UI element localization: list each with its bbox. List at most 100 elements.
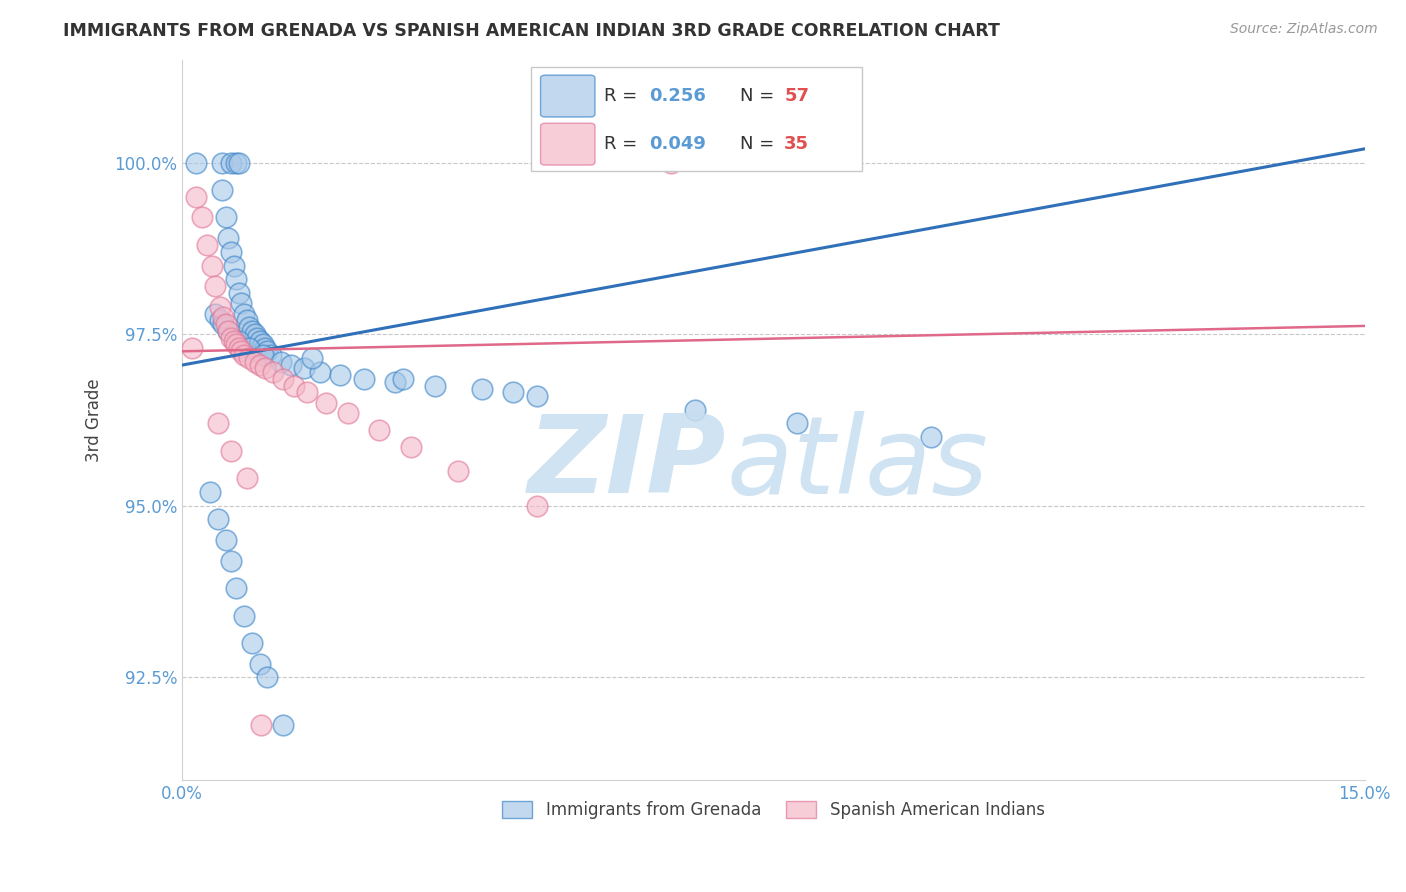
Point bbox=[329, 368, 352, 383]
Point bbox=[238, 320, 260, 334]
Point bbox=[249, 358, 271, 372]
Point bbox=[526, 389, 548, 403]
Point bbox=[256, 344, 278, 359]
Point bbox=[399, 441, 422, 455]
Point bbox=[243, 327, 266, 342]
Point bbox=[392, 372, 415, 386]
Point bbox=[526, 499, 548, 513]
Point bbox=[280, 358, 302, 372]
Point bbox=[384, 375, 406, 389]
Point bbox=[204, 279, 226, 293]
Point bbox=[471, 382, 494, 396]
Point bbox=[423, 378, 446, 392]
Point bbox=[920, 430, 942, 444]
Point bbox=[186, 190, 208, 204]
Y-axis label: 3rd Grade: 3rd Grade bbox=[86, 378, 103, 462]
Point bbox=[214, 533, 236, 547]
Point bbox=[231, 344, 253, 359]
Point bbox=[294, 361, 316, 376]
Point bbox=[212, 317, 235, 331]
Point bbox=[254, 341, 277, 355]
Point bbox=[222, 334, 245, 348]
Point bbox=[447, 465, 470, 479]
Text: N =: N = bbox=[741, 87, 780, 105]
Point bbox=[683, 402, 706, 417]
Point bbox=[659, 155, 682, 169]
Point bbox=[309, 365, 332, 379]
Point bbox=[252, 348, 274, 362]
Point bbox=[353, 372, 375, 386]
Point bbox=[240, 636, 263, 650]
Point bbox=[254, 361, 277, 376]
Point bbox=[198, 485, 221, 500]
Point bbox=[211, 183, 233, 197]
Point bbox=[212, 310, 235, 324]
Text: 57: 57 bbox=[785, 87, 810, 105]
Point bbox=[207, 512, 229, 526]
Text: IMMIGRANTS FROM GRENADA VS SPANISH AMERICAN INDIAN 3RD GRADE CORRELATION CHART: IMMIGRANTS FROM GRENADA VS SPANISH AMERI… bbox=[63, 22, 1000, 40]
Point bbox=[222, 259, 245, 273]
Point bbox=[243, 354, 266, 368]
Text: Source: ZipAtlas.com: Source: ZipAtlas.com bbox=[1230, 22, 1378, 37]
Point bbox=[262, 365, 284, 379]
Point bbox=[228, 341, 250, 355]
Point bbox=[209, 313, 232, 327]
Point bbox=[214, 211, 236, 225]
Text: atlas: atlas bbox=[727, 410, 988, 516]
Point bbox=[219, 554, 242, 568]
Point bbox=[336, 406, 359, 420]
Point bbox=[246, 330, 269, 344]
Point bbox=[180, 341, 202, 355]
Point bbox=[225, 581, 247, 595]
Point bbox=[252, 337, 274, 351]
Point bbox=[232, 608, 254, 623]
Point bbox=[225, 337, 247, 351]
Point bbox=[283, 378, 305, 392]
Point bbox=[236, 471, 259, 485]
Point bbox=[256, 670, 278, 684]
Point bbox=[207, 417, 229, 431]
Point bbox=[502, 385, 524, 400]
Point bbox=[219, 244, 242, 259]
FancyBboxPatch shape bbox=[540, 75, 595, 117]
Point bbox=[238, 341, 260, 355]
Point bbox=[228, 285, 250, 300]
Point bbox=[249, 334, 271, 348]
Point bbox=[214, 317, 236, 331]
Point bbox=[315, 396, 337, 410]
Point bbox=[217, 324, 239, 338]
Point bbox=[228, 155, 250, 169]
Point bbox=[217, 231, 239, 245]
Point bbox=[219, 155, 242, 169]
Text: 35: 35 bbox=[785, 136, 810, 153]
Text: 0.256: 0.256 bbox=[650, 87, 706, 105]
Point bbox=[217, 324, 239, 338]
Point bbox=[186, 155, 208, 169]
Point bbox=[259, 348, 281, 362]
Point bbox=[228, 334, 250, 348]
Point bbox=[295, 385, 318, 400]
Text: N =: N = bbox=[741, 136, 780, 153]
Point bbox=[219, 443, 242, 458]
Point bbox=[240, 324, 263, 338]
Text: R =: R = bbox=[605, 136, 644, 153]
Point bbox=[232, 307, 254, 321]
Point bbox=[219, 330, 242, 344]
Point bbox=[225, 155, 247, 169]
Point bbox=[191, 211, 214, 225]
Point bbox=[270, 354, 292, 368]
Point bbox=[204, 307, 226, 321]
Point bbox=[250, 718, 273, 732]
Point bbox=[231, 296, 253, 310]
Point bbox=[271, 718, 294, 732]
Point bbox=[368, 423, 391, 437]
Text: ZIP: ZIP bbox=[527, 410, 727, 516]
Legend: Immigrants from Grenada, Spanish American Indians: Immigrants from Grenada, Spanish America… bbox=[496, 795, 1052, 826]
Point bbox=[236, 313, 259, 327]
Point bbox=[197, 238, 219, 252]
FancyBboxPatch shape bbox=[540, 123, 595, 165]
Text: R =: R = bbox=[605, 87, 644, 105]
Point bbox=[209, 300, 232, 314]
Text: 0.049: 0.049 bbox=[650, 136, 706, 153]
Point bbox=[271, 372, 294, 386]
